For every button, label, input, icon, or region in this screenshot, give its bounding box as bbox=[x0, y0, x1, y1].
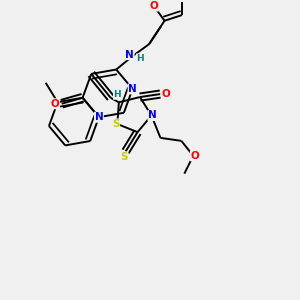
Text: S: S bbox=[120, 152, 128, 162]
Text: H: H bbox=[136, 54, 144, 63]
Text: N: N bbox=[94, 112, 103, 122]
Text: N: N bbox=[125, 50, 134, 60]
Text: O: O bbox=[190, 151, 199, 161]
Text: H: H bbox=[113, 90, 121, 99]
Text: O: O bbox=[149, 1, 158, 11]
Text: N: N bbox=[128, 84, 137, 94]
Text: O: O bbox=[161, 89, 170, 99]
Text: S: S bbox=[112, 119, 120, 129]
Text: N: N bbox=[148, 110, 157, 121]
Text: O: O bbox=[51, 99, 59, 109]
